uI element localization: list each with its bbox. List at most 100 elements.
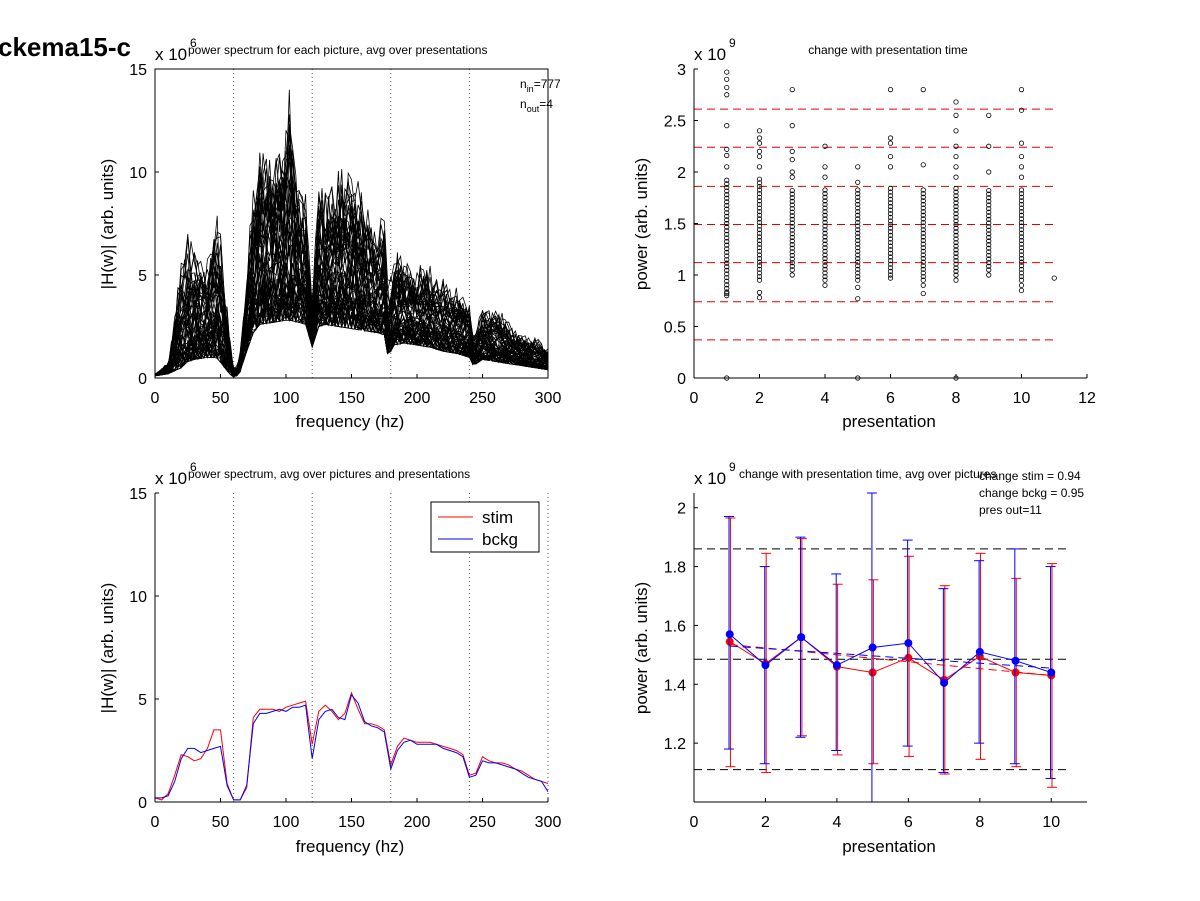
p2-point — [953, 261, 959, 267]
p2-point — [789, 252, 795, 259]
p2-point — [1051, 275, 1057, 281]
p2-point — [724, 290, 730, 297]
p1-exponent-power: 6 — [190, 36, 197, 50]
p2-point — [724, 220, 730, 227]
p2-point — [756, 241, 763, 247]
p4-marker-stim — [1011, 668, 1020, 677]
p2-point — [756, 223, 763, 229]
p4-title: change with presentation time, avg over … — [739, 467, 996, 481]
p2-point — [756, 237, 763, 244]
p2-point — [789, 245, 795, 251]
p4-marker-bckg — [975, 647, 984, 656]
p2-point — [953, 225, 959, 231]
p2-point — [855, 191, 861, 197]
y-tick-label: 1.8 — [664, 560, 686, 577]
p2-point — [986, 267, 992, 273]
p2-point — [1018, 252, 1025, 258]
y-tick-label: 5 — [138, 692, 147, 709]
p2-point — [756, 295, 763, 301]
p1-trace — [154, 260, 549, 377]
p2-point — [724, 264, 730, 270]
p2-point — [822, 205, 828, 211]
x-tick-label: 2 — [761, 814, 770, 831]
p4-marker-bckg — [832, 661, 841, 670]
p2-point — [855, 237, 861, 244]
p1-tick-labels: 0 50 100 150 200 250 300 0 5 10 15 — [129, 62, 561, 407]
p2-point — [1018, 205, 1025, 211]
p2-point — [822, 219, 828, 226]
y-tick-label: 5 — [138, 268, 147, 285]
p2-point — [855, 296, 861, 302]
p2-point — [724, 206, 730, 212]
p2-point — [789, 198, 795, 204]
p2-point — [756, 176, 763, 182]
p2-point — [887, 261, 894, 267]
p2-point — [887, 247, 894, 253]
p2-point — [724, 152, 730, 159]
p2-point — [724, 242, 730, 248]
p2-point — [953, 214, 959, 220]
svg-text:nout=4: nout=4 — [520, 97, 553, 114]
p2-point — [887, 239, 894, 246]
p2-point — [986, 143, 992, 149]
p2-point — [953, 229, 959, 235]
p1-trace — [154, 147, 549, 375]
x-tick-label: 50 — [212, 814, 230, 831]
p2-point — [822, 273, 828, 280]
p2-point — [756, 140, 763, 146]
p2-point — [920, 282, 926, 288]
p2-point — [920, 259, 926, 265]
p2-point — [822, 259, 828, 265]
p2-point — [724, 217, 730, 223]
p2-point — [724, 289, 730, 295]
p2-point — [789, 231, 795, 237]
p2-point — [756, 277, 763, 283]
p2-point — [789, 195, 795, 201]
p2-point — [887, 225, 894, 231]
p1-title: power spectrum for each picture, avg ove… — [188, 43, 487, 57]
p2-point — [822, 187, 828, 193]
p2-point — [855, 270, 861, 276]
svg-text:nin=777: nin=777 — [520, 77, 561, 94]
p1-trace — [154, 283, 549, 377]
x-tick-label: 12 — [1078, 390, 1096, 407]
p2-point — [887, 265, 894, 271]
p2-point — [789, 213, 795, 219]
p2-point — [920, 187, 926, 193]
p1-annotation: nin=777 nout=4 — [520, 77, 561, 114]
p2-point — [887, 193, 894, 199]
p2-point — [789, 87, 795, 93]
p2-point — [1018, 209, 1025, 215]
p2-point — [1018, 174, 1025, 180]
p2-point — [855, 245, 861, 251]
p2-point — [789, 174, 795, 180]
p2-point — [887, 218, 894, 224]
p2-point — [920, 209, 926, 215]
p2-point — [953, 207, 959, 213]
p2-point — [953, 128, 959, 134]
p2-point — [953, 218, 959, 224]
p2-point — [855, 212, 861, 218]
p4-fit-stim — [729, 644, 1052, 676]
p2-point — [789, 209, 795, 215]
p2-point — [756, 216, 763, 222]
x-tick-label: 150 — [338, 390, 365, 407]
p2-point — [724, 202, 730, 209]
p2-point — [724, 285, 730, 291]
p2-point — [822, 212, 828, 218]
p3-exponent: x 10 — [155, 469, 187, 488]
y-tick-label: 15 — [129, 62, 147, 79]
p2-point — [1018, 187, 1025, 193]
p2-point — [1018, 201, 1025, 208]
p2-point — [920, 227, 926, 233]
x-tick-label: 0 — [151, 390, 160, 407]
p2-point — [855, 277, 861, 283]
p2-point — [789, 227, 795, 233]
p2-point — [1018, 277, 1025, 283]
p2-point — [855, 241, 861, 247]
panel-spectra-each-picture: 0 50 100 150 200 250 300 0 5 10 15 power spectrum … — [98, 36, 561, 431]
p2-point — [855, 227, 861, 233]
p2-point — [756, 187, 763, 193]
p2-point — [822, 191, 828, 197]
